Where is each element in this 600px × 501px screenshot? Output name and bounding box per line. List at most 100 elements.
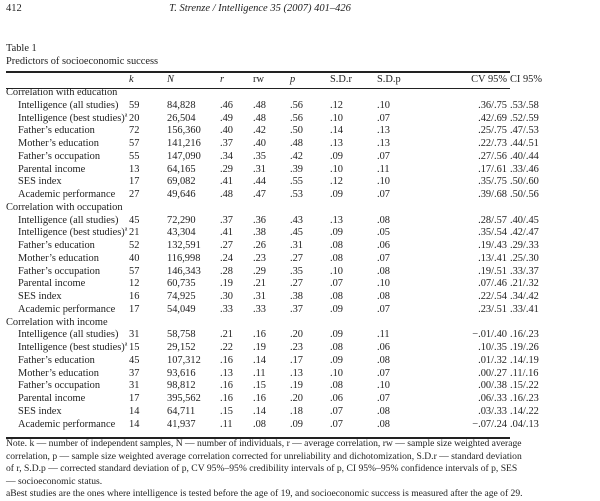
cell-k: 45 [129, 354, 140, 366]
table-row: Parental income 17 395,562 .16 .16 .20 .06 .07.… [6, 393, 539, 406]
cell-s-d-r: .07 [330, 405, 343, 417]
cell-p: .31 [290, 240, 303, 251]
cell-p: .42 [290, 150, 303, 162]
cell-s-d-p: .11 [377, 329, 390, 341]
cell-p: .18 [290, 405, 303, 417]
cell-n: 54,049 [167, 303, 196, 315]
cell-s-d-p: .10 [377, 99, 390, 111]
cell-r: .28 [220, 265, 233, 277]
cell-cv-95-: .03/.33 [478, 405, 507, 417]
row-label: Intelligence (best studies)a [18, 226, 128, 239]
table-row: Mother’s education 57 141,216 .37 .40 .48 .13.… [6, 138, 539, 151]
row-label: Mother’s education [18, 367, 99, 379]
cell-r: .34 [220, 150, 233, 162]
cell-n: 72,290 [167, 214, 196, 226]
cell-cv-95-: .42/.69 [478, 112, 507, 124]
cell-k: 17 [129, 176, 140, 188]
cell-n: 60,735 [167, 278, 196, 290]
cell-s-d-p: .13 [377, 138, 390, 149]
section-title: Correlation with education [6, 87, 118, 98]
cell-k: 14 [129, 418, 140, 430]
table-row: SES index 17 69,082.41.44.55.12.10.35/.75.… [6, 176, 539, 189]
cell-s-d-p: .07 [377, 303, 390, 315]
cell-rw: .48 [253, 112, 266, 124]
cell-k: 15 [129, 342, 140, 353]
cell-k: 27 [129, 189, 140, 200]
cell-n: 58,758 [167, 329, 196, 341]
cell-n: 41,937 [167, 418, 196, 430]
cell-s-d-r: .08 [330, 240, 343, 251]
cell-k: 31 [129, 329, 140, 341]
cell-n: 49,646 [167, 189, 196, 200]
section-header-row: Correlation with occupation [6, 202, 510, 215]
cell-cv-95-: .22/.54 [478, 291, 507, 302]
footnote-text: aBest studies are the ones where intelli… [6, 488, 523, 500]
cell-rw: .26 [253, 240, 266, 251]
cell-s-d-p: .05 [377, 227, 390, 239]
cell-s-d-r: .08 [330, 380, 343, 392]
row-label: Academic performance [18, 418, 116, 430]
footnote-marker: a [124, 341, 128, 348]
cell-s-d-r: .10 [330, 163, 343, 175]
column-header: rw [253, 74, 264, 86]
cell-cv-95-: .01/.32 [478, 354, 507, 366]
bottom-rule [6, 437, 510, 439]
table-row: Parental income 13 64,165 .29 .31 .39 .10 .11 .1… [6, 163, 539, 177]
cell-n: 84,828 [167, 99, 196, 111]
table-row: SES index 16 74,925.30.31.38.08.08.22/.54.… [6, 291, 539, 304]
cell-r: .41 [220, 227, 233, 239]
section-header-row: Correlation with education [6, 87, 510, 100]
table-row: Academic performance 14 41,937 .11 .08 .09 .07… [6, 418, 539, 432]
section-title: Correlation with occupation [6, 201, 123, 213]
row-label: Mother’s education [18, 252, 99, 264]
cell-p: .09 [290, 418, 303, 430]
cell-p: .23 [290, 342, 303, 353]
table-row: Father’s education 52 132,591 .27 .26 .31 .08.… [6, 240, 539, 253]
cell-r: .33 [220, 303, 233, 315]
column-header: S.D.p [377, 74, 401, 86]
table-row: Mother’s education 37 93,616 .13 .11 .13 .10 .0… [6, 367, 538, 381]
cell-r: .24 [220, 252, 233, 264]
cell-r: .21 [220, 329, 233, 341]
cell-rw: .14 [253, 405, 266, 417]
table-row: Father’s education 45 107,312 .16 .14 .17 .09.… [6, 354, 539, 368]
row-label: Father’s occupation [18, 150, 101, 162]
cell-k: 12 [129, 278, 140, 290]
cell-r: .46 [220, 99, 233, 111]
cell-s-d-p: .07 [377, 112, 390, 124]
cell-r: .16 [220, 393, 233, 404]
cell-n: 29,152 [167, 342, 196, 353]
cell-cv-95-: .25/.75 [478, 125, 507, 137]
cell-k: 59 [129, 99, 140, 111]
cell-k: 20 [129, 112, 140, 124]
cell-cv-95-: −.07/.24 [472, 418, 507, 430]
cell-k: 72 [129, 125, 140, 137]
table-row: Intelligence (all studies) 45 72,290 .37 .36… [6, 214, 539, 228]
cell-s-d-p: .08 [377, 405, 390, 417]
cell-k: 55 [129, 150, 140, 162]
cell-n: 146,343 [167, 265, 201, 277]
top-rule [6, 71, 510, 73]
cell-s-d-p: .08 [377, 265, 390, 277]
cell-s-d-r: .12 [330, 176, 343, 188]
cell-rw: .35 [253, 150, 266, 162]
row-label: SES index [18, 176, 62, 188]
cell-r: .15 [220, 405, 233, 417]
cell-n: 98,812 [167, 380, 196, 392]
section-title: Correlation with income [6, 316, 108, 328]
cell-s-d-r: .09 [330, 303, 343, 315]
row-label: Academic performance [18, 303, 116, 315]
cell-s-d-p: .08 [377, 354, 390, 366]
table-row: Academic performance 27 49,646 .48 .47 .53 .09… [6, 189, 539, 202]
cell-p: .19 [290, 380, 303, 392]
cell-s-d-r: .09 [330, 354, 343, 366]
cell-s-d-r: .13 [330, 138, 343, 149]
cell-r: .37 [220, 138, 233, 149]
cell-s-d-p: .10 [377, 176, 390, 188]
cell-r: .16 [220, 354, 233, 366]
cell-s-d-r: .09 [330, 329, 343, 341]
cell-cv-95-: .00/.38 [478, 380, 507, 392]
cell-r: .27 [220, 240, 233, 251]
cell-rw: .19 [253, 342, 266, 353]
column-header: N [167, 74, 174, 86]
